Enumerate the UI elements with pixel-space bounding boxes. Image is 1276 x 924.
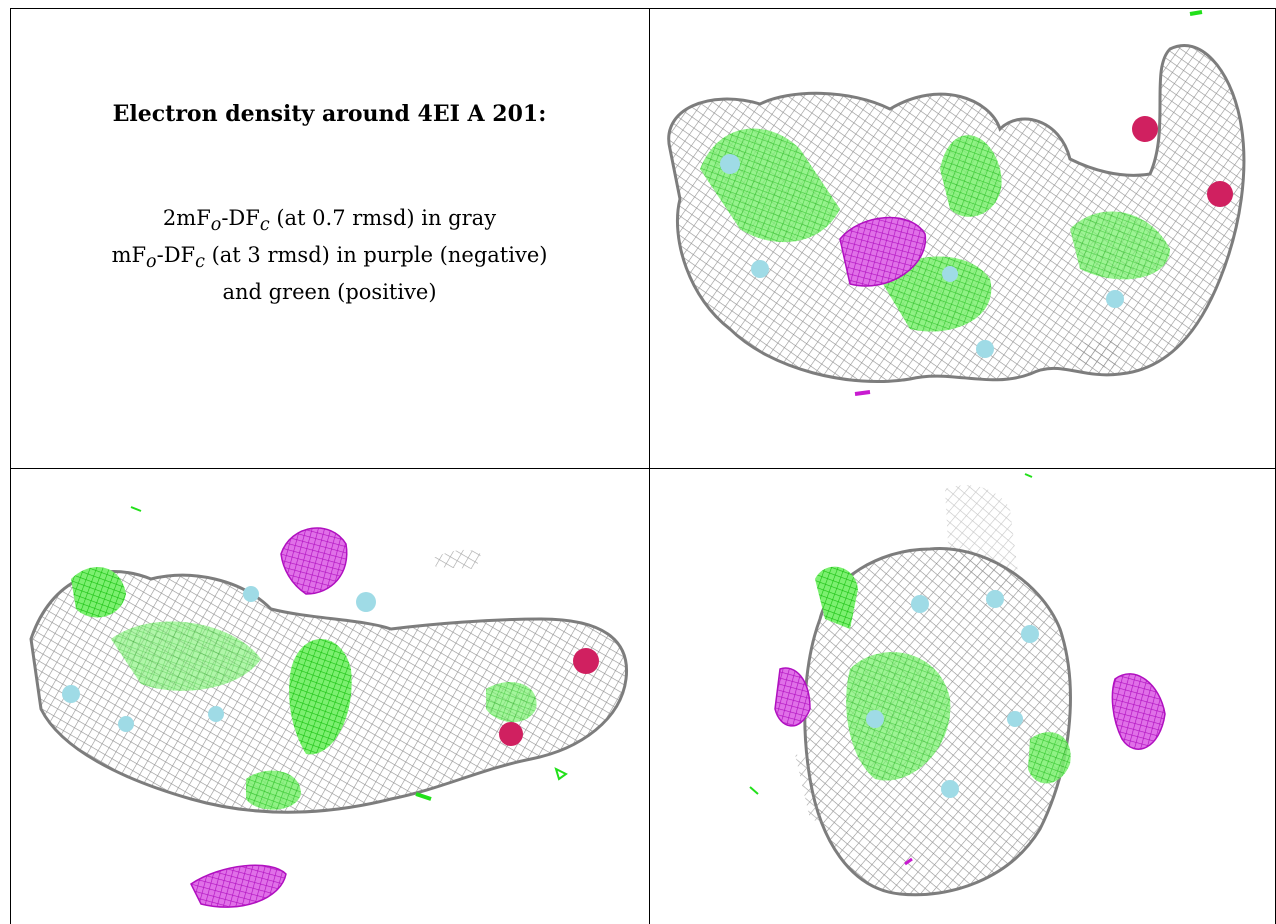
legend-line-gray: 2mFo-DFc (at 0.7 rmsd) in gray xyxy=(10,203,649,240)
legend-term: -DF xyxy=(156,243,196,268)
figure-title: Electron density around 4EI A 201: xyxy=(112,101,547,127)
density-render-bottom-right xyxy=(749,473,1166,897)
legend-subscript: o xyxy=(146,252,157,273)
legend-line-positive: and green (positive) xyxy=(222,280,437,305)
legend-subscript: c xyxy=(259,215,270,236)
legend-term: mF xyxy=(111,243,147,268)
legend-subscript: o xyxy=(210,215,222,236)
grid-divider-vertical xyxy=(649,8,650,924)
legend-term: 2mF xyxy=(162,206,211,230)
density-render-top-right xyxy=(667,10,1246,396)
density-view-bottom-left xyxy=(11,469,649,924)
legend-line-difference: mFo-DFc (at 3 rmsd) in purple (negative) xyxy=(10,240,649,277)
legend-text: (at 0.7 rmsd) in gray xyxy=(269,206,497,230)
figure-grid xyxy=(10,8,1276,924)
caption-panel: Electron density around 4EI A 201: 2mFo-… xyxy=(10,8,649,468)
figure-description: 2mFo-DFc (at 0.7 rmsd) in gray mFo-DFc (… xyxy=(10,203,649,307)
grid-divider-horizontal xyxy=(10,468,1276,469)
legend-text: (at 3 rmsd) in purple (negative) xyxy=(204,243,548,268)
density-view-top-right xyxy=(650,9,1275,468)
density-view-bottom-right xyxy=(650,469,1275,924)
legend-term: -DF xyxy=(221,206,260,230)
density-render-bottom-left xyxy=(29,506,629,908)
legend-subscript: c xyxy=(195,252,205,273)
